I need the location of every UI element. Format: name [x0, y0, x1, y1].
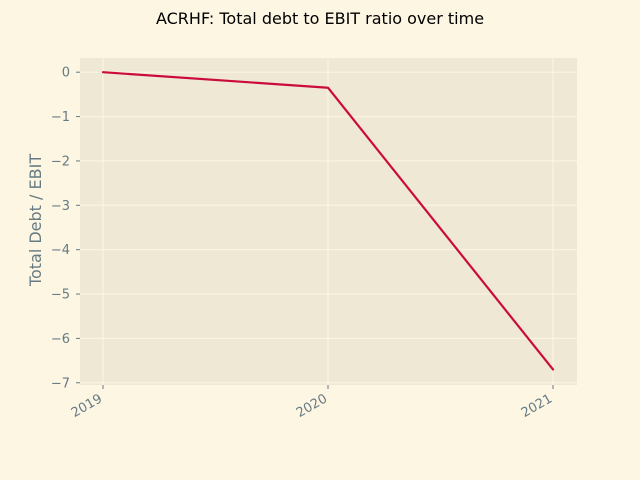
y-tick-label: −5: [51, 288, 70, 303]
grid: [80, 58, 577, 385]
y-tick-label: −4: [51, 243, 70, 258]
y-tick-label: −1: [51, 110, 70, 125]
y-tick-label: −2: [51, 154, 70, 169]
y-axis: 0 −1 −2 −3 −4 −5 −6 −7: [51, 66, 80, 391]
chart-title: ACRHF: Total debt to EBIT ratio over tim…: [156, 9, 484, 28]
y-tick-label: 0: [62, 66, 70, 81]
y-tick-label: −3: [51, 199, 70, 214]
y-tick-label: −7: [51, 376, 70, 391]
y-axis-label: Total Debt / EBIT: [26, 154, 45, 287]
y-tick-label: −6: [51, 332, 70, 347]
series-group: [101, 71, 555, 371]
